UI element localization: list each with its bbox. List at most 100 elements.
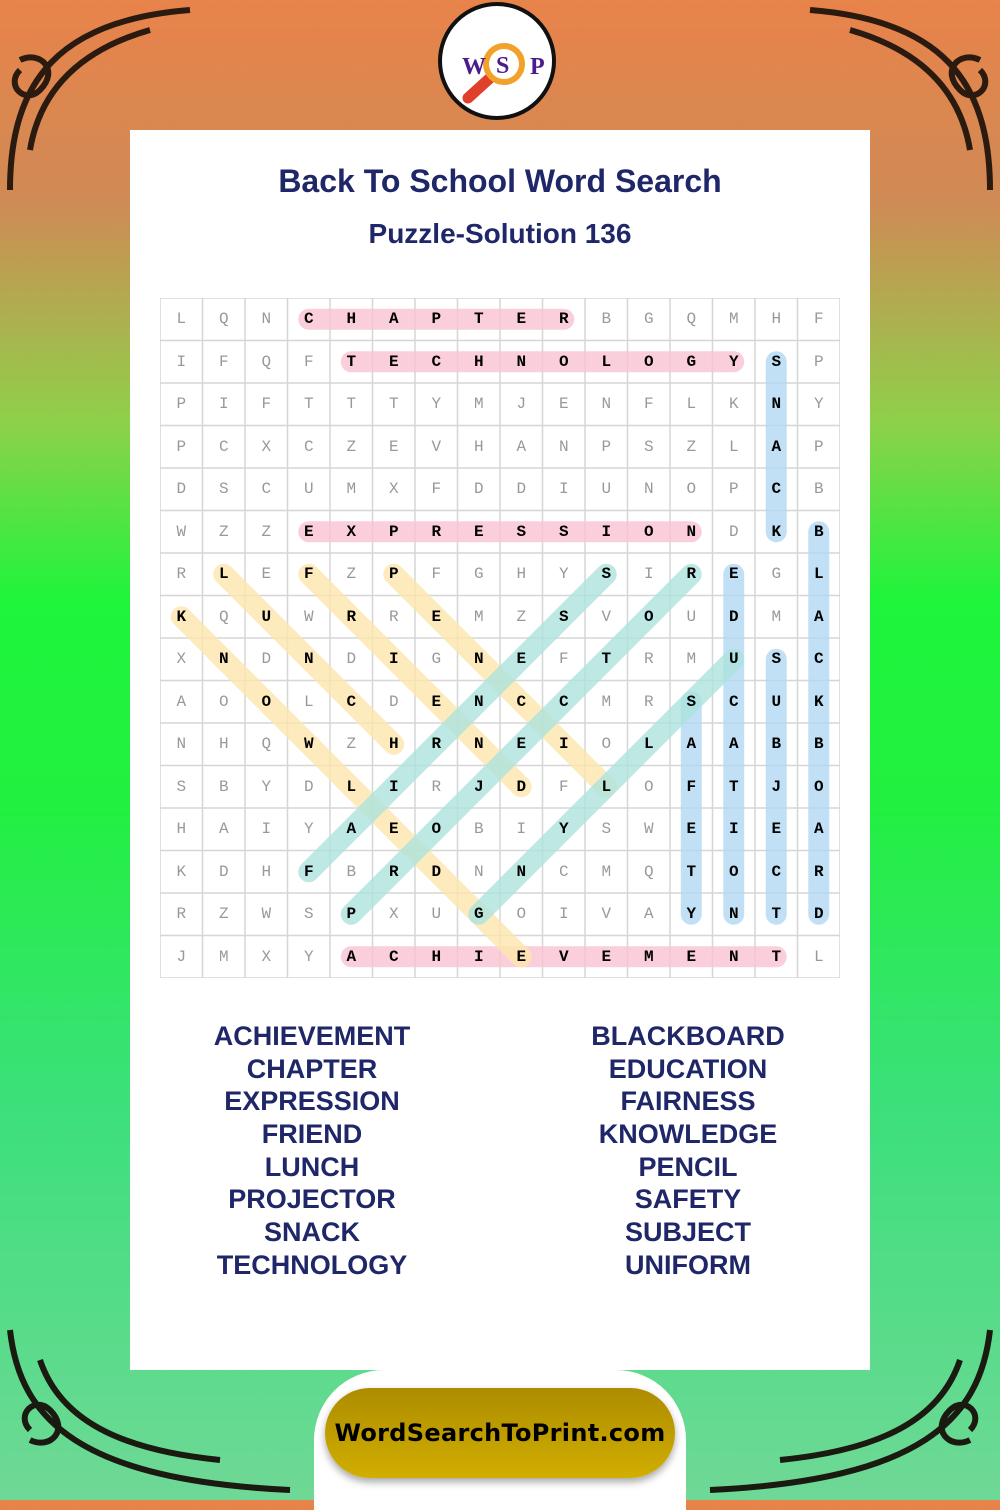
- grid-cell[interactable]: Y: [686, 905, 697, 923]
- grid-cell[interactable]: K: [728, 395, 739, 413]
- grid-cell[interactable]: U: [601, 480, 612, 498]
- grid-cell[interactable]: N: [473, 692, 484, 711]
- grid-cell[interactable]: M: [771, 607, 782, 626]
- grid-cell[interactable]: E: [431, 692, 442, 711]
- grid-cell[interactable]: T: [473, 310, 484, 328]
- grid-cell[interactable]: D: [728, 607, 739, 626]
- grid-cell[interactable]: A: [686, 735, 697, 753]
- grid-cell[interactable]: H: [346, 310, 357, 328]
- grid-cell[interactable]: A: [516, 437, 527, 456]
- grid-cell[interactable]: O: [558, 352, 569, 371]
- grid-cell[interactable]: I: [643, 565, 654, 583]
- grid-cell[interactable]: R: [643, 692, 654, 711]
- grid-cell[interactable]: C: [813, 650, 824, 668]
- grid-cell[interactable]: S: [303, 905, 314, 923]
- grid-cell[interactable]: B: [771, 735, 782, 753]
- grid-cell[interactable]: I: [601, 522, 612, 541]
- grid-cell[interactable]: E: [261, 565, 272, 583]
- grid-cell[interactable]: L: [728, 437, 739, 456]
- grid-cell[interactable]: W: [176, 522, 187, 541]
- grid-cell[interactable]: Z: [346, 437, 357, 456]
- grid-cell[interactable]: Q: [218, 310, 229, 328]
- grid-cell[interactable]: L: [218, 565, 229, 583]
- grid-cell[interactable]: F: [431, 565, 442, 583]
- grid-cell[interactable]: H: [771, 310, 782, 328]
- grid-cell[interactable]: I: [388, 650, 399, 668]
- grid-cell[interactable]: I: [388, 777, 399, 796]
- grid-cell[interactable]: O: [643, 522, 654, 541]
- grid-cell[interactable]: F: [643, 395, 654, 413]
- grid-cell[interactable]: C: [303, 437, 314, 456]
- grid-cell[interactable]: E: [388, 352, 399, 371]
- grid-cell[interactable]: B: [218, 777, 229, 796]
- grid-cell[interactable]: E: [728, 565, 739, 583]
- grid-cell[interactable]: C: [516, 692, 527, 711]
- grid-cell[interactable]: W: [303, 735, 314, 753]
- grid-cell[interactable]: R: [388, 862, 399, 881]
- grid-cell[interactable]: K: [176, 862, 187, 881]
- grid-cell[interactable]: U: [728, 650, 739, 668]
- grid-cell[interactable]: C: [558, 862, 569, 881]
- grid-cell[interactable]: N: [516, 862, 527, 881]
- grid-cell[interactable]: S: [176, 777, 187, 796]
- grid-cell[interactable]: S: [686, 692, 697, 711]
- grid-cell[interactable]: D: [813, 905, 824, 923]
- grid-cell[interactable]: T: [388, 395, 399, 413]
- grid-cell[interactable]: M: [601, 692, 612, 711]
- grid-cell[interactable]: L: [643, 735, 654, 753]
- grid-cell[interactable]: G: [431, 650, 442, 668]
- grid-cell[interactable]: P: [176, 395, 187, 413]
- grid-cell[interactable]: N: [303, 650, 314, 668]
- grid-cell[interactable]: M: [346, 480, 357, 498]
- grid-cell[interactable]: O: [261, 692, 272, 711]
- grid-cell[interactable]: N: [473, 650, 484, 668]
- grid-cell[interactable]: B: [813, 735, 824, 753]
- grid-cell[interactable]: P: [176, 437, 187, 456]
- grid-cell[interactable]: H: [218, 735, 229, 753]
- grid-cell[interactable]: T: [601, 650, 612, 668]
- grid-cell[interactable]: T: [303, 395, 314, 413]
- grid-cell[interactable]: F: [558, 650, 569, 668]
- grid-cell[interactable]: E: [473, 522, 484, 541]
- grid-cell[interactable]: Q: [643, 862, 654, 881]
- grid-cell[interactable]: X: [261, 947, 272, 966]
- grid-cell[interactable]: R: [558, 310, 569, 328]
- grid-cell[interactable]: E: [431, 607, 442, 626]
- grid-cell[interactable]: O: [643, 777, 654, 796]
- grid-cell[interactable]: L: [601, 352, 612, 371]
- grid-cell[interactable]: C: [218, 437, 229, 456]
- grid-cell[interactable]: K: [813, 692, 824, 711]
- grid-cell[interactable]: A: [813, 607, 824, 626]
- grid-cell[interactable]: P: [431, 310, 442, 328]
- grid-cell[interactable]: Q: [261, 352, 272, 371]
- grid-cell[interactable]: O: [431, 820, 442, 838]
- grid-cell[interactable]: I: [176, 352, 187, 371]
- grid-cell[interactable]: Y: [431, 395, 442, 413]
- grid-cell[interactable]: Y: [728, 352, 739, 371]
- grid-cell[interactable]: Y: [558, 565, 569, 583]
- grid-cell[interactable]: C: [558, 692, 569, 711]
- grid-cell[interactable]: F: [431, 480, 442, 498]
- grid-cell[interactable]: N: [473, 735, 484, 753]
- grid-cell[interactable]: X: [346, 522, 357, 541]
- grid-cell[interactable]: F: [686, 777, 697, 796]
- grid-cell[interactable]: N: [516, 352, 527, 371]
- grid-cell[interactable]: E: [516, 310, 527, 328]
- grid-cell[interactable]: N: [728, 947, 739, 966]
- grid-cell[interactable]: Y: [303, 820, 314, 838]
- grid-cell[interactable]: T: [346, 352, 357, 371]
- grid-cell[interactable]: Z: [346, 735, 357, 753]
- grid-cell[interactable]: L: [813, 565, 824, 583]
- grid-cell[interactable]: U: [431, 905, 442, 923]
- grid-cell[interactable]: X: [388, 480, 399, 498]
- grid-cell[interactable]: X: [261, 437, 272, 456]
- grid-cell[interactable]: E: [601, 947, 612, 966]
- grid-cell[interactable]: B: [601, 310, 612, 328]
- grid-cell[interactable]: A: [176, 692, 187, 711]
- grid-cell[interactable]: C: [261, 480, 272, 498]
- grid-cell[interactable]: L: [176, 310, 187, 328]
- grid-cell[interactable]: D: [176, 480, 187, 498]
- grid-cell[interactable]: D: [728, 522, 739, 541]
- grid-cell[interactable]: L: [303, 692, 314, 711]
- grid-cell[interactable]: L: [813, 947, 824, 966]
